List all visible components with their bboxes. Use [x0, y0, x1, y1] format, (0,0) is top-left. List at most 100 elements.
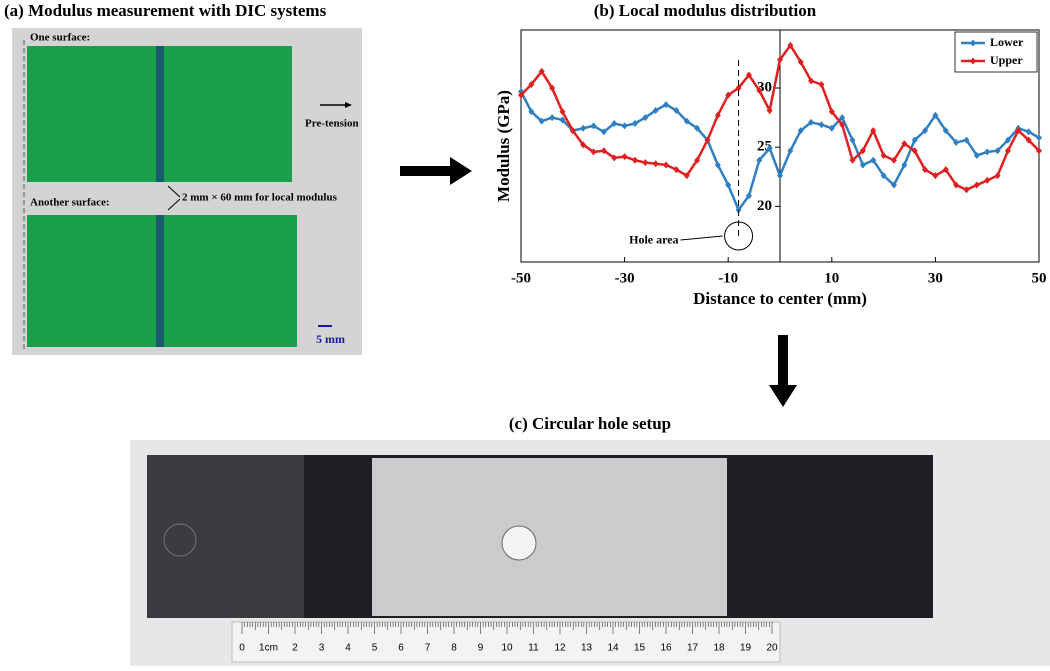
point	[611, 154, 618, 162]
ruler-label: 13	[581, 643, 593, 654]
point	[787, 147, 794, 155]
point	[973, 181, 980, 189]
point	[725, 91, 732, 99]
point	[756, 156, 763, 164]
point	[870, 156, 877, 164]
point	[1036, 134, 1042, 142]
point	[590, 148, 597, 156]
ruler-label: 6	[398, 643, 404, 654]
point	[621, 122, 628, 130]
point	[642, 159, 649, 167]
point	[652, 160, 659, 168]
ruler-label: 16	[660, 643, 672, 654]
point	[1025, 136, 1032, 144]
point	[549, 84, 556, 92]
point	[880, 151, 887, 159]
mark	[163, 523, 197, 557]
point	[984, 148, 991, 156]
point	[538, 67, 545, 75]
ruler-label: 7	[425, 643, 431, 654]
point	[714, 161, 721, 169]
point	[663, 161, 670, 169]
label: One surface:	[30, 32, 90, 44]
x-tick-label: 10	[824, 270, 839, 286]
point	[559, 108, 566, 116]
legend-marker	[970, 57, 976, 65]
point	[787, 41, 794, 49]
pointer	[167, 198, 181, 211]
point	[1036, 147, 1042, 155]
chart-title: (b) Local modulus distribution	[594, 1, 817, 20]
point	[973, 151, 980, 159]
point	[611, 120, 618, 128]
dic-strip-bottom	[156, 215, 164, 347]
ruler-label: 18	[713, 643, 725, 654]
ruler-label: 4	[345, 643, 351, 654]
point	[859, 161, 866, 169]
point	[745, 192, 752, 200]
point	[932, 111, 939, 119]
point	[528, 80, 535, 88]
point	[963, 186, 970, 194]
point	[766, 106, 773, 114]
point	[621, 153, 628, 161]
x-axis-title: Distance to center (mm)	[693, 289, 867, 308]
legend-marker	[970, 39, 976, 47]
point	[984, 176, 991, 184]
label: 2 mm × 60 mm for local modulus	[182, 192, 338, 204]
y-tick-label: 20	[757, 198, 772, 214]
point	[797, 127, 804, 135]
point	[652, 106, 659, 114]
point	[953, 181, 960, 189]
point	[777, 56, 783, 64]
point	[1004, 136, 1011, 144]
point	[1025, 128, 1032, 136]
point	[590, 122, 597, 130]
x-tick-label: -30	[615, 270, 635, 286]
label: 5 mm	[316, 332, 345, 346]
point	[766, 144, 773, 152]
point	[683, 117, 690, 125]
point	[673, 166, 680, 174]
legend-label: Upper	[990, 53, 1023, 67]
point	[818, 80, 825, 88]
ruler-label: 12	[554, 643, 566, 654]
annotation-arrow	[680, 235, 723, 241]
point	[963, 136, 970, 144]
point	[994, 147, 1001, 155]
dic-strip-top	[156, 46, 164, 182]
tab-left	[147, 455, 304, 618]
legend-label: Lower	[990, 35, 1024, 49]
big-arrow	[769, 335, 797, 407]
point	[859, 147, 866, 155]
point	[714, 111, 721, 119]
arrowhead	[345, 102, 352, 108]
point	[922, 166, 929, 174]
point	[756, 86, 763, 94]
point	[528, 108, 535, 116]
point	[839, 121, 846, 129]
x-tick-label: 50	[1032, 270, 1047, 286]
point	[849, 136, 856, 144]
point	[745, 71, 752, 79]
point	[911, 147, 918, 155]
annotation-circle	[724, 221, 754, 251]
label: Another surface:	[30, 197, 110, 209]
point	[600, 128, 607, 136]
point	[901, 140, 908, 148]
gauge-section	[372, 458, 727, 616]
point	[580, 141, 587, 149]
hole	[501, 525, 537, 561]
point	[725, 181, 732, 189]
point	[580, 124, 587, 132]
point	[559, 116, 566, 124]
point	[797, 58, 804, 66]
ruler-label: 15	[634, 643, 646, 654]
big-arrow	[400, 157, 472, 185]
ruler-label: 10	[501, 643, 513, 654]
point	[549, 114, 556, 122]
point	[518, 91, 524, 99]
ruler-label: 19	[740, 643, 752, 654]
point	[901, 161, 908, 169]
